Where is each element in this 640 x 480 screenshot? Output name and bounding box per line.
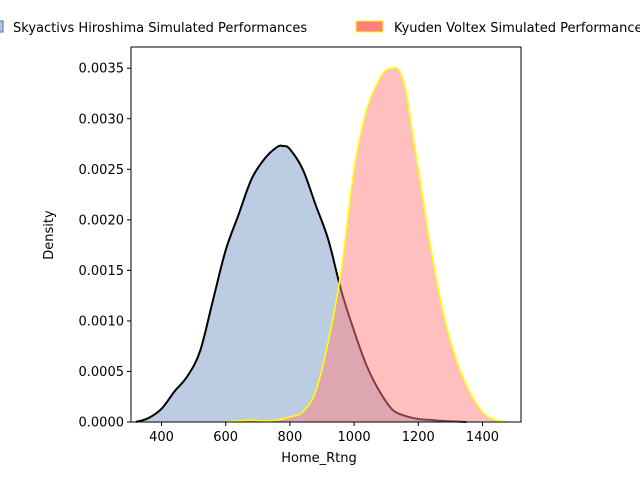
axes-layer	[130, 46, 522, 423]
x-ticks: 400 600 800 1000 1200 1400	[149, 422, 499, 445]
series-2-area	[225, 67, 509, 423]
x-tick-label: 1000	[338, 430, 371, 445]
series-1-area	[135, 145, 467, 422]
legend-label-series-1: Skyactivs Hiroshima Simulated Performanc…	[13, 21, 307, 36]
x-axis-label: Home_Rtng	[281, 451, 357, 466]
x-tick-label: 600	[213, 430, 238, 445]
legend-swatch-series-1	[0, 20, 4, 33]
x-tick-label: 1200	[402, 430, 435, 445]
x-tick-label: 800	[277, 430, 302, 445]
y-tick-label: 0.0005	[79, 365, 125, 380]
legend-label-series-2: Kyuden Voltex Simulated Performances	[394, 21, 640, 36]
y-tick-label: 0.0015	[79, 264, 125, 279]
y-tick-label: 0.0010	[79, 314, 125, 329]
plot-frame	[130, 46, 522, 423]
legend: Skyactivs Hiroshima Simulated Performanc…	[0, 20, 640, 36]
legend-swatch-series-2	[355, 20, 384, 33]
x-tick-label: 400	[149, 430, 174, 445]
x-tick-label: 1400	[466, 430, 499, 445]
y-tick-label: 0.0030	[79, 112, 125, 127]
series-2-line	[225, 67, 509, 423]
y-tick-label: 0.0035	[79, 62, 125, 77]
series-layer	[135, 67, 509, 423]
y-ticks: 0.0000 0.0005 0.0010 0.0015 0.0020 0.0025 0.00…	[79, 62, 131, 431]
y-tick-label: 0.0025	[79, 163, 125, 178]
y-tick-label: 0.0000	[79, 416, 125, 431]
y-axis-label: Density	[42, 210, 57, 260]
y-tick-label: 0.0020	[79, 213, 125, 228]
